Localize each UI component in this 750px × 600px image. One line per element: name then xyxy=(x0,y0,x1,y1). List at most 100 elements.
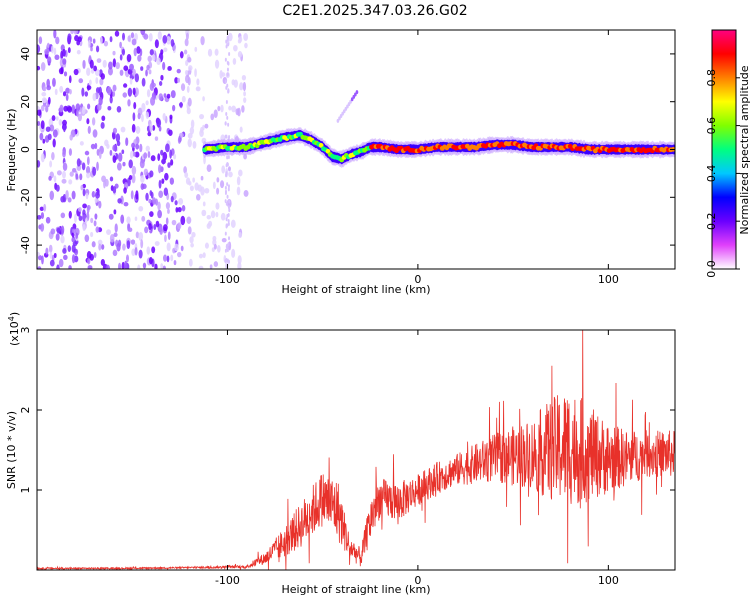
noise-speckle xyxy=(94,197,98,203)
noise-speckle xyxy=(224,231,227,236)
noise-speckle xyxy=(184,171,189,178)
noise-speckle xyxy=(227,155,230,160)
noise-speckle xyxy=(243,91,246,97)
noise-speckle xyxy=(109,36,113,43)
colorbar-label: Normalized spectral amplitude xyxy=(738,65,750,234)
noise-speckle xyxy=(170,254,174,262)
noise-speckle xyxy=(45,126,51,132)
noise-speckle xyxy=(226,182,229,187)
noise-speckle xyxy=(228,134,231,139)
y-tick-label: 3 xyxy=(19,327,32,334)
noise-speckle xyxy=(131,174,136,184)
noise-speckle xyxy=(95,77,99,84)
noise-speckle xyxy=(192,177,195,183)
noise-speckle xyxy=(184,38,189,47)
noise-speckle xyxy=(114,223,118,233)
noise-speckle xyxy=(158,179,162,189)
noise-speckle xyxy=(109,95,113,104)
noise-speckle xyxy=(134,73,140,83)
noise-speckle xyxy=(152,199,156,205)
noise-speckle xyxy=(242,81,247,92)
noise-speckle xyxy=(71,254,76,264)
noise-speckle xyxy=(51,45,54,54)
noise-speckle xyxy=(227,212,230,217)
noise-speckle xyxy=(109,149,113,156)
noise-speckle xyxy=(227,221,230,226)
noise-speckle xyxy=(228,208,231,213)
noise-speckle xyxy=(112,249,118,257)
spectrogram-x-ticks: -100 0 100 xyxy=(215,30,619,286)
noise-speckle xyxy=(47,133,52,141)
noise-speckle xyxy=(72,223,77,230)
noise-speckle xyxy=(121,149,125,155)
noise-speckle xyxy=(39,132,44,141)
noise-speckle xyxy=(220,212,226,221)
noise-speckle xyxy=(170,195,174,203)
noise-speckle xyxy=(68,210,72,219)
noise-speckle xyxy=(243,97,247,103)
noise-speckle xyxy=(76,164,82,171)
noise-speckle xyxy=(237,50,243,58)
noise-speckle xyxy=(95,191,100,199)
noise-speckle xyxy=(150,155,156,162)
noise-speckle xyxy=(50,228,56,235)
snr-y-ticks: 1 2 3 xyxy=(19,327,675,494)
noise-speckle xyxy=(41,255,44,265)
noise-speckle xyxy=(210,210,216,219)
noise-speckle xyxy=(82,59,86,69)
noise-speckle xyxy=(194,46,198,52)
noise-speckle xyxy=(224,121,227,126)
noise-speckle xyxy=(55,36,60,45)
noise-speckle xyxy=(191,231,196,238)
noise-speckle xyxy=(194,68,197,77)
noise-speckle xyxy=(144,226,149,234)
noise-speckle xyxy=(49,251,53,259)
noise-speckle xyxy=(177,136,181,144)
noise-speckle xyxy=(164,172,169,181)
noise-speckle xyxy=(149,170,154,178)
noise-speckle xyxy=(71,228,76,234)
noise-speckle xyxy=(86,67,91,76)
noise-speckle xyxy=(80,184,84,191)
noise-speckle xyxy=(227,166,231,172)
noise-speckle xyxy=(85,165,91,175)
colorbar-ticks: 0.0 0.2 0.4 0.6 0.8 xyxy=(705,69,740,278)
noise-speckle xyxy=(65,87,70,94)
noise-speckle xyxy=(199,114,205,120)
snr-y-label: SNR (10 * v/v) xyxy=(5,411,18,489)
noise-speckle xyxy=(75,173,79,180)
noise-speckle xyxy=(123,83,128,88)
noise-speckle xyxy=(225,217,228,222)
noise-speckle xyxy=(82,188,86,197)
echo-speckle xyxy=(346,104,349,109)
noise-speckle xyxy=(71,244,76,253)
noise-speckle xyxy=(156,57,161,65)
noise-speckle xyxy=(214,59,220,69)
snr-x-label: Height of straight line (km) xyxy=(281,583,430,596)
noise-speckle xyxy=(119,69,124,76)
noise-speckle xyxy=(167,65,172,71)
noise-speckle xyxy=(37,251,41,257)
noise-speckle xyxy=(224,185,227,190)
spectrogram-y-label: Frequency (Hz) xyxy=(5,109,18,192)
noise-speckle xyxy=(71,104,76,114)
noise-speckle xyxy=(124,260,128,269)
noise-speckle xyxy=(226,60,229,65)
noise-speckle xyxy=(198,253,203,259)
noise-speckle xyxy=(226,72,229,77)
noise-speckle xyxy=(40,105,45,112)
noise-speckle xyxy=(225,111,228,116)
noise-speckle xyxy=(63,124,66,133)
noise-speckle xyxy=(141,77,146,87)
noise-speckle xyxy=(228,236,231,241)
noise-speckle xyxy=(140,66,144,71)
noise-speckle xyxy=(227,88,230,93)
y-tick-label: 0 xyxy=(19,146,32,153)
noise-speckle xyxy=(107,105,112,111)
noise-speckle xyxy=(87,257,91,265)
noise-speckle xyxy=(81,105,86,115)
noise-speckle xyxy=(123,65,129,71)
noise-speckle xyxy=(134,151,140,158)
noise-speckle xyxy=(174,200,178,206)
noise-speckle xyxy=(126,53,132,63)
